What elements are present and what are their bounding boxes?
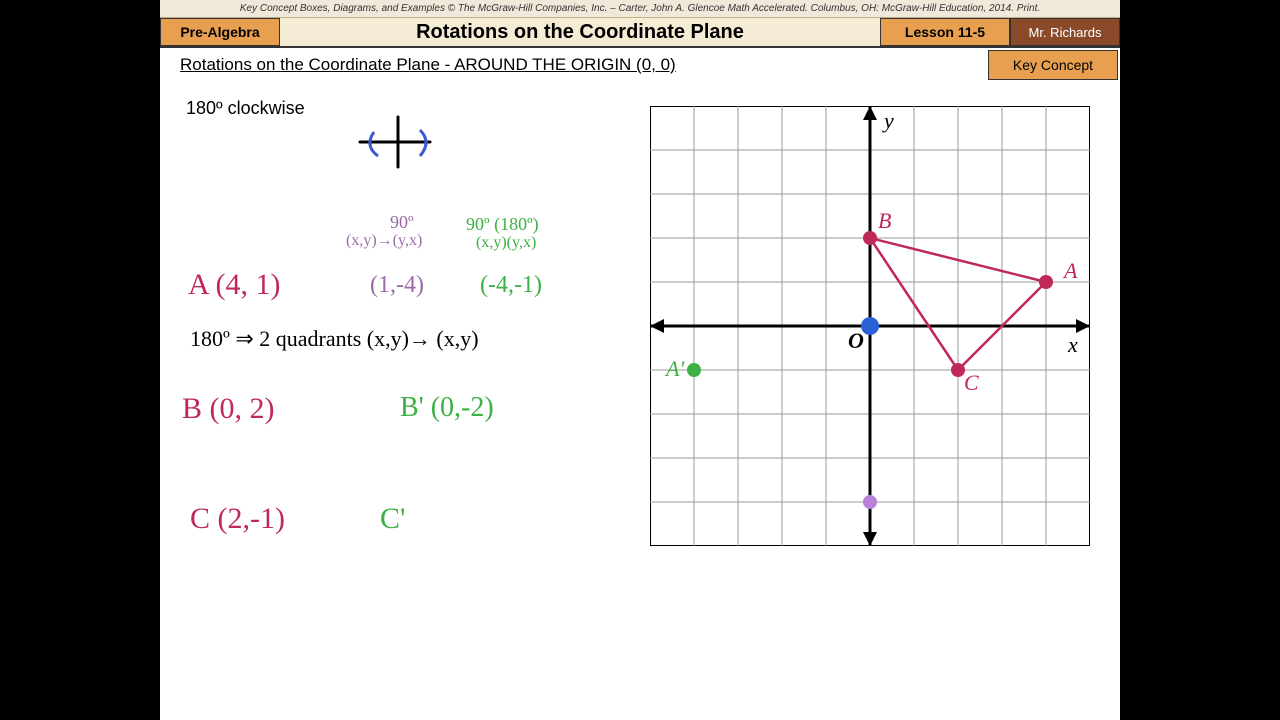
- handwritten-note: (1,-4): [370, 272, 424, 299]
- handwritten-note: (-4,-1): [480, 272, 542, 299]
- svg-text:A': A': [664, 356, 684, 381]
- lesson-page: Key Concept Boxes, Diagrams, and Example…: [160, 0, 1120, 720]
- subtitle: Rotations on the Coordinate Plane - AROU…: [180, 55, 988, 75]
- handwritten-note: C (2,-1): [190, 502, 285, 536]
- citation-bar: Key Concept Boxes, Diagrams, and Example…: [160, 0, 1120, 18]
- svg-text:O: O: [848, 328, 864, 353]
- svg-text:C: C: [964, 370, 979, 395]
- subject-label: Pre-Algebra: [160, 18, 280, 46]
- handwritten-note: C': [380, 502, 405, 536]
- handwritten-note: 90º: [390, 212, 414, 233]
- teacher-label: Mr. Richards: [1010, 18, 1120, 46]
- subheader: Rotations on the Coordinate Plane - AROU…: [160, 48, 1120, 82]
- coordinate-graph: y x O A B C A': [650, 106, 1090, 546]
- svg-text:B: B: [878, 208, 891, 233]
- mini-axes-sketch: [350, 112, 440, 172]
- header-bar: Pre-Algebra Rotations on the Coordinate …: [160, 18, 1120, 48]
- keyconcept-badge: Key Concept: [988, 50, 1118, 80]
- handwritten-note: (x,y)(y,x): [476, 234, 536, 252]
- handwritten-note: A (4, 1): [188, 268, 281, 302]
- svg-text:x: x: [1067, 332, 1078, 357]
- lesson-label: Lesson 11-5: [880, 18, 1010, 46]
- handwritten-note: B (0, 2): [182, 392, 275, 426]
- handwritten-note: (x,y)→(y,x): [346, 232, 422, 250]
- handwritten-note: 180º ⇒ 2 quadrants (x,y)→ (x,y): [190, 326, 479, 352]
- handwritten-note: 90º (180º): [466, 214, 539, 235]
- handwritten-note: B' (0,-2): [400, 392, 494, 424]
- content-area: 180º clockwise 90º(x,y)→(y,x)90º (180º)(…: [160, 82, 1120, 720]
- page-title: Rotations on the Coordinate Plane: [280, 18, 880, 46]
- svg-text:y: y: [882, 108, 894, 133]
- svg-text:A: A: [1062, 258, 1078, 283]
- rotation-type-label: 180º clockwise: [186, 98, 305, 119]
